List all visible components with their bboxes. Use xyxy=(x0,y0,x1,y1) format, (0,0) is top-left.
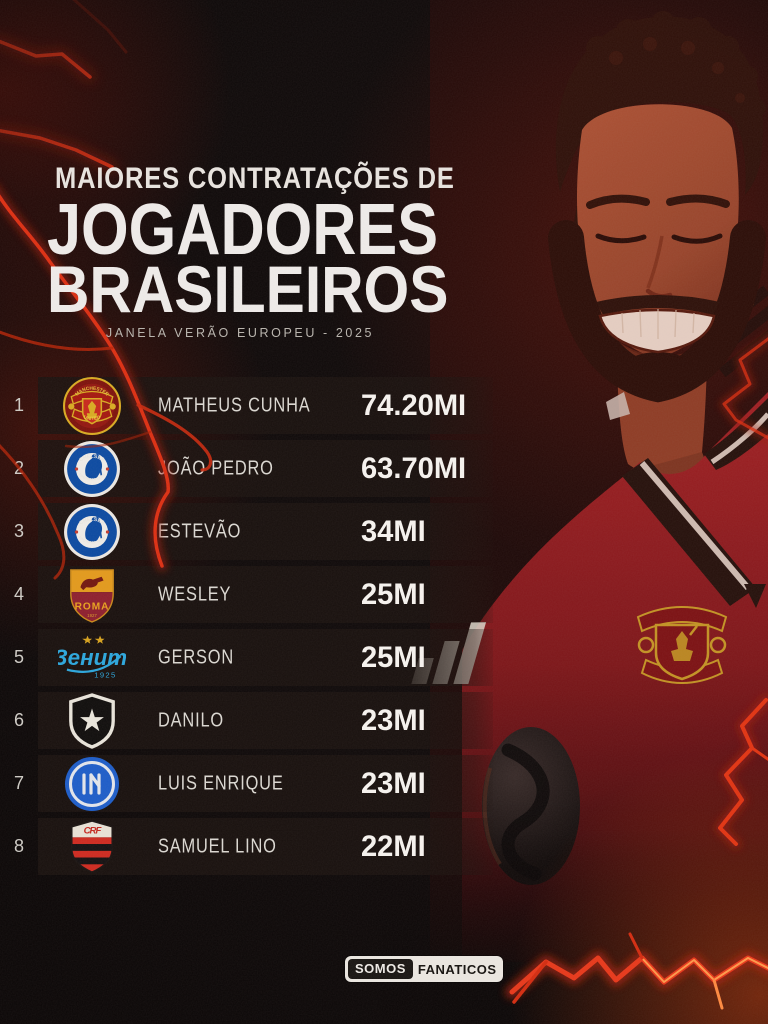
ranking-row: 5 Зенит 1925 GERSON 25MI xyxy=(0,629,768,686)
transfer-fee: 63.70MI xyxy=(361,451,467,485)
ranking-row: 4 ROMA 1927 WESLEY 25MI xyxy=(0,566,768,623)
brand-logo: SOMOS FANATICOS xyxy=(345,956,503,982)
rank-number: 3 xyxy=(13,521,24,541)
club-badge-flamengo-icon: CRF xyxy=(58,816,126,878)
club-badge-inter-icon xyxy=(58,753,126,815)
brand-fanaticos-label: FANATICOS xyxy=(417,961,497,977)
transfer-fee: 22MI xyxy=(361,829,426,863)
player-name: MATHEUS CUNHA xyxy=(158,394,311,416)
club-badge-roma-icon: ROMA 1927 xyxy=(58,564,126,626)
transfer-fee: 23MI xyxy=(361,703,426,737)
svg-text:ROMA: ROMA xyxy=(75,601,110,612)
club-badge-zenit-icon: Зенит 1925 xyxy=(58,627,126,689)
svg-text:1927: 1927 xyxy=(87,613,97,618)
player-name: LUIS ENRIQUE xyxy=(158,772,284,794)
ranking-row: 3 CHELSEA FOO xyxy=(0,503,768,560)
player-name: GERSON xyxy=(158,646,235,668)
transfer-fee: 23MI xyxy=(361,766,426,800)
transfer-fee: 25MI xyxy=(361,640,426,674)
player-name: ESTEVÃO xyxy=(158,520,242,542)
ranking-row: 1 MANCHESTER xyxy=(0,375,768,437)
rank-number: 6 xyxy=(13,710,24,730)
transfer-fee: 25MI xyxy=(361,577,426,611)
club-badge-botafogo-icon xyxy=(58,690,126,752)
player-name: JOÃO PEDRO xyxy=(158,457,274,479)
ranking-row: 7 LUIS ENRIQUE 23MI xyxy=(0,755,768,812)
rank-number: 4 xyxy=(13,584,24,604)
player-name: DANILO xyxy=(158,709,224,731)
rank-number: 5 xyxy=(13,647,24,667)
svg-text:CRF: CRF xyxy=(84,825,103,836)
club-badge-manchester-united-icon: MANCHESTER UNITED xyxy=(58,375,126,437)
transfer-fee: 34MI xyxy=(361,514,426,548)
rank-number: 8 xyxy=(13,836,24,856)
rank-number: 2 xyxy=(13,458,24,478)
transfer-ranking-list: 1 MANCHESTER xyxy=(0,375,768,881)
ranking-row: 8 CRF SAMUEL LINO 22MI xyxy=(0,818,768,875)
svg-text:1925: 1925 xyxy=(94,670,116,679)
ranking-row: 2 CHELSEA FOO xyxy=(0,440,768,497)
club-badge-chelsea-icon: CHELSEA FOOTBALL CLUB xyxy=(58,501,126,563)
transfer-fee: 74.20MI xyxy=(361,388,467,422)
rank-number: 7 xyxy=(13,773,24,793)
ranking-row: 6 DANILO 23MI xyxy=(0,692,768,749)
player-name: SAMUEL LINO xyxy=(158,835,277,857)
player-name: WESLEY xyxy=(158,583,232,605)
club-badge-chelsea-icon: CHELSEA FOOTBALL CLUB xyxy=(58,438,126,500)
brand-somos-label: SOMOS xyxy=(348,959,413,979)
svg-text:Зенит: Зенит xyxy=(58,645,126,670)
rank-number: 1 xyxy=(13,395,24,415)
